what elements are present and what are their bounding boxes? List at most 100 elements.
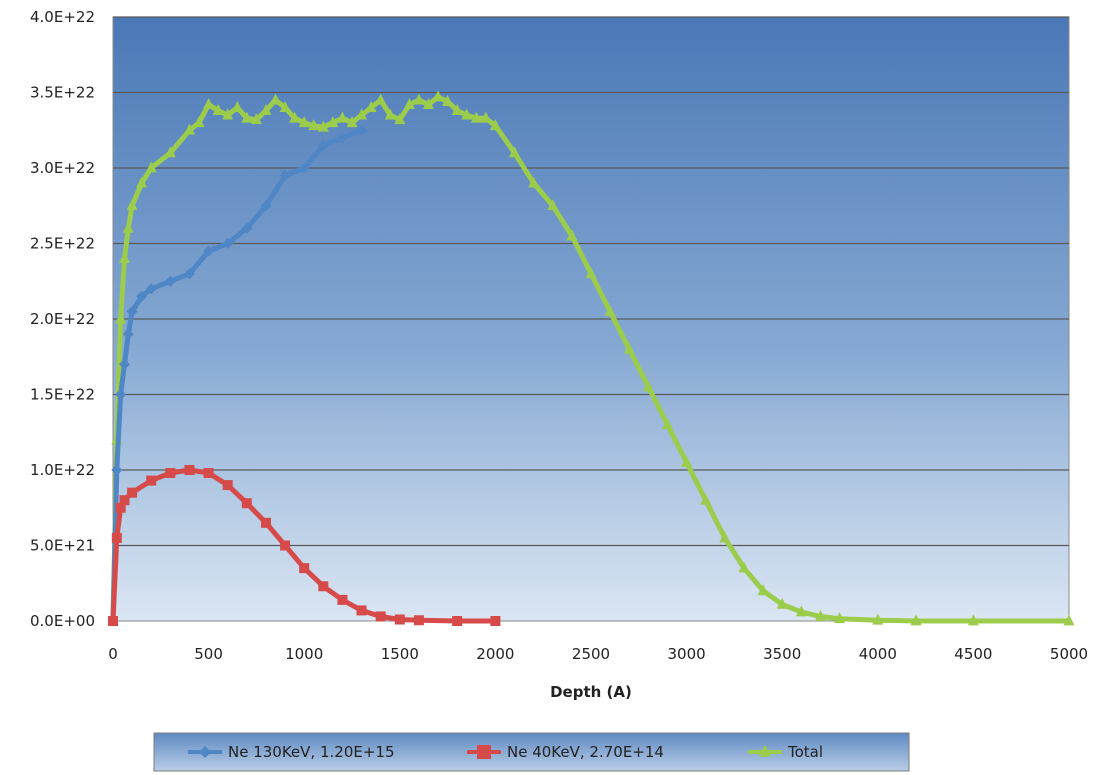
data-point: [452, 616, 463, 626]
data-point: [122, 221, 134, 233]
data-point: [318, 581, 329, 592]
data-point: [356, 605, 367, 616]
data-point: [566, 229, 578, 241]
x-tick-label: 2500: [572, 645, 610, 663]
data-point: [642, 380, 654, 392]
data-point: [470, 111, 482, 123]
data-point: [547, 199, 559, 211]
data-point: [356, 124, 368, 136]
data-point: [509, 146, 521, 158]
data-point: [308, 119, 320, 131]
series-layer: [107, 90, 1075, 627]
data-point: [111, 464, 123, 476]
y-tick-label: 3.0E+22: [30, 159, 95, 177]
data-point: [356, 108, 368, 120]
data-point: [115, 389, 127, 400]
series-1: [107, 124, 368, 627]
data-point: [967, 614, 979, 626]
data-point: [661, 418, 673, 430]
data-point: [432, 90, 444, 102]
data-point: [298, 116, 310, 128]
data-point: [738, 561, 750, 573]
data-point: [317, 120, 329, 132]
legend-box: [153, 732, 910, 772]
legend-label: Ne 130KeV, 1.20E+15: [228, 743, 395, 761]
legend-label: Ne 40KeV, 2.70E+14: [507, 743, 664, 761]
data-point: [146, 475, 157, 486]
data-point: [422, 97, 434, 109]
data-point: [183, 123, 195, 135]
data-point: [260, 517, 271, 528]
data-point: [700, 493, 712, 505]
x-tick-label: 0: [108, 645, 118, 663]
data-point: [165, 468, 176, 479]
data-point: [183, 268, 195, 280]
data-point: [145, 161, 157, 173]
x-tick-label: 500: [194, 645, 223, 663]
data-point: [108, 616, 118, 626]
data-point: [681, 455, 693, 467]
y-tick-label: 1.0E+22: [30, 461, 95, 479]
data-point: [298, 162, 310, 174]
y-axis: 0.0E+00 5.0E+21 1.0E+22 1.5E+22 2.0E+22 2.5E+…: [30, 8, 95, 630]
series-line: [110, 94, 1069, 624]
data-point: [222, 238, 234, 249]
data-point: [384, 108, 396, 120]
data-point: [604, 304, 616, 316]
data-point: [241, 498, 252, 509]
data-point: [910, 614, 922, 626]
data-point: [776, 597, 788, 609]
grid-lines: [113, 16, 1069, 547]
data-point: [585, 267, 597, 279]
data-point: [480, 111, 492, 123]
x-tick-label: 1500: [381, 645, 419, 663]
data-point: [184, 465, 195, 475]
data-point: [413, 93, 425, 105]
data-point: [394, 113, 406, 125]
data-point: [299, 563, 310, 574]
data-point: [164, 146, 176, 158]
data-point: [394, 614, 405, 625]
data-point: [365, 101, 377, 112]
x-tick-label: 3000: [668, 645, 706, 663]
data-point: [118, 252, 130, 263]
data-point: [231, 101, 243, 112]
data-point: [203, 97, 215, 109]
data-point: [115, 312, 127, 324]
data-point: [250, 113, 262, 125]
legend: Ne 130KeV, 1.20E+15 Ne 40KeV, 2.70E+14 Tot…: [153, 732, 910, 772]
data-point: [136, 290, 148, 302]
data-point: [193, 116, 205, 128]
x-axis-title: Depth (A): [550, 683, 632, 701]
data-point: [528, 176, 540, 188]
x-axis: 0 500 1000 1500 2000 2500 3000 3500 4000 4500 5000: [108, 645, 1088, 663]
y-tick-label: 0.0E+00: [30, 612, 95, 630]
data-point: [279, 170, 291, 182]
data-point: [199, 746, 211, 758]
data-point: [222, 480, 233, 491]
legend-label: Total: [787, 743, 823, 761]
data-point: [1063, 614, 1075, 626]
data-point: [115, 502, 126, 513]
data-point: [346, 116, 358, 128]
x-tick-label: 2000: [476, 645, 514, 663]
data-point: [490, 616, 501, 626]
data-point: [757, 584, 769, 596]
y-tick-label: 2.5E+22: [30, 235, 95, 253]
legend-item: Ne 40KeV, 2.70E+14: [467, 743, 664, 761]
y-tick-label: 3.5E+22: [30, 84, 95, 102]
data-point: [126, 305, 138, 317]
data-point: [212, 104, 224, 116]
data-point: [337, 594, 348, 605]
data-point: [375, 93, 387, 105]
data-point: [403, 97, 415, 109]
data-point: [126, 199, 138, 211]
data-point: [279, 101, 291, 112]
x-tick-label: 5000: [1050, 645, 1088, 663]
data-point: [872, 613, 884, 625]
y-tick-label: 5.0E+21: [30, 537, 95, 555]
data-point: [241, 222, 253, 234]
data-point: [270, 93, 282, 105]
x-tick-label: 4500: [954, 645, 992, 663]
